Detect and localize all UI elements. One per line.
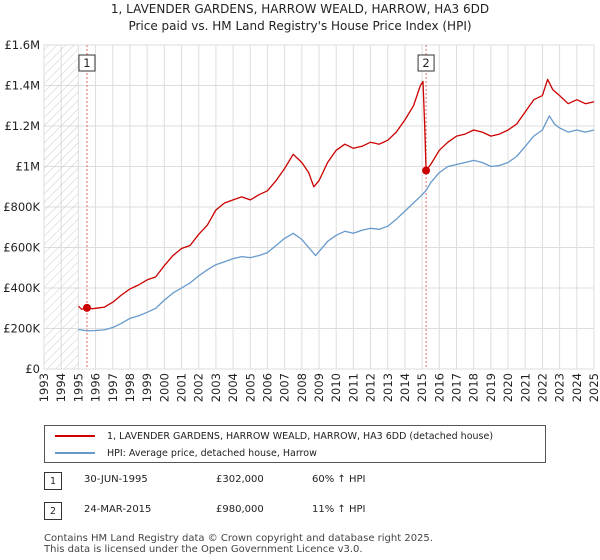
x-tick-label: 2023 <box>553 373 567 402</box>
sale-marker-box <box>417 54 435 72</box>
x-tick-label: 2002 <box>192 373 206 402</box>
x-tick-label: 1993 <box>37 373 51 402</box>
x-tick-label: 2014 <box>398 373 412 402</box>
y-tick-label: £200K <box>3 322 40 336</box>
x-tick-label: 2003 <box>209 373 223 402</box>
series-line-hpi <box>78 115 595 332</box>
sale-marker-label: 2 <box>422 56 429 70</box>
x-tick-label: 2022 <box>535 373 549 402</box>
hatch-region <box>44 45 79 369</box>
grid-lines <box>43 44 595 370</box>
legend-label-property: 1, LAVENDER GARDENS, HARROW WEALD, HARRO… <box>107 430 494 442</box>
x-tick-label: 2019 <box>484 373 498 402</box>
sale-marker-badge: 2 <box>44 502 62 520</box>
x-axis-ticks: 1993 1994 1995 1996 1997 1998 1999 2000 2001 2002… <box>37 373 600 402</box>
sale-date: 24-MAR-2015 <box>84 504 152 515</box>
x-tick-label: 2017 <box>450 373 464 402</box>
y-tick-label: £800K <box>3 200 40 214</box>
x-tick-label: 2007 <box>278 373 292 402</box>
sale-row: 2 24-MAR-2015 £980,000 11% ↑ HPI <box>44 502 584 522</box>
sale-marker-badge: 1 <box>44 472 62 490</box>
x-tick-label: 2020 <box>501 373 515 402</box>
x-tick-label: 2006 <box>260 373 274 402</box>
sale-marker-box <box>78 54 96 72</box>
x-tick-label: 2013 <box>381 373 395 402</box>
series-lines <box>77 78 595 332</box>
x-tick-label: 2011 <box>346 373 360 402</box>
x-tick-label: 1998 <box>123 373 137 402</box>
sale-hpi-change: 60% ↑ HPI <box>312 474 366 485</box>
sale-point <box>82 303 91 312</box>
x-tick-label: 2001 <box>175 373 189 402</box>
y-tick-label: £1.2M <box>4 119 40 133</box>
sale-vertical-lines <box>86 45 427 369</box>
y-tick-label: £600K <box>3 241 40 255</box>
sale-hpi-change: 11% ↑ HPI <box>312 504 366 515</box>
x-tick-label: 2018 <box>467 373 481 402</box>
y-tick-label: £1M <box>15 160 40 174</box>
sale-price: £302,000 <box>216 474 264 485</box>
sale-row: 1 30-JUN-1995 £302,000 60% ↑ HPI <box>44 472 584 492</box>
x-tick-label: 2012 <box>364 373 378 402</box>
y-tick-label: £1.6M <box>4 38 40 52</box>
sale-marker-label: 1 <box>83 56 90 70</box>
footer: Contains HM Land Registry data © Crown c… <box>44 533 433 555</box>
y-axis-ticks: £0 £200K £400K £600K £800K £1M £1.2M £1.4M £1.6M <box>3 38 40 376</box>
chart-title: 1, LAVENDER GARDENS, HARROW WEALD, HARRO… <box>111 2 489 16</box>
x-tick-label: 2000 <box>157 373 171 402</box>
x-tick-label: 2004 <box>226 373 240 402</box>
x-tick-label: 1994 <box>54 373 68 402</box>
chart-subtitle: Price paid vs. HM Land Registry's House … <box>128 19 471 33</box>
x-tick-label: 2010 <box>329 373 343 402</box>
x-tick-label: 2005 <box>243 373 257 402</box>
x-tick-label: 2015 <box>415 373 429 402</box>
sale-point <box>422 166 431 175</box>
legend-swatch-property <box>55 435 95 437</box>
pre-data-hatch <box>44 45 79 369</box>
x-tick-label: 2009 <box>312 373 326 402</box>
legend-item-property: 1, LAVENDER GARDENS, HARROW WEALD, HARRO… <box>45 428 493 444</box>
legend-item-hpi: HPI: Average price, detached house, Harr… <box>45 445 317 461</box>
x-tick-label: 2016 <box>432 373 446 402</box>
x-tick-label: 1999 <box>140 373 154 402</box>
footer-copyright: Contains HM Land Registry data © Crown c… <box>44 533 433 544</box>
x-tick-label: 2021 <box>518 373 532 402</box>
x-tick-label: 2024 <box>570 373 584 402</box>
legend: 1, LAVENDER GARDENS, HARROW WEALD, HARRO… <box>44 425 546 463</box>
legend-label-hpi: HPI: Average price, detached house, Harr… <box>107 447 317 459</box>
x-tick-label: 2008 <box>295 373 309 402</box>
y-tick-label: £400K <box>3 281 40 295</box>
series-line-property <box>77 78 595 310</box>
footer-licence: This data is licensed under the Open Gov… <box>44 544 363 555</box>
sale-price: £980,000 <box>216 504 264 515</box>
y-tick-label: £1.4M <box>4 79 40 93</box>
x-tick-label: 1996 <box>89 373 103 402</box>
legend-swatch-hpi <box>55 452 95 454</box>
x-tick-label: 1995 <box>71 373 85 402</box>
x-tick-label: 1997 <box>106 373 120 402</box>
x-tick-label: 2025 <box>587 373 600 402</box>
y-tick-label: £0 <box>25 362 40 376</box>
price-chart: 1, LAVENDER GARDENS, HARROW WEALD, HARRO… <box>3 2 600 402</box>
sale-date: 30-JUN-1995 <box>84 474 148 485</box>
